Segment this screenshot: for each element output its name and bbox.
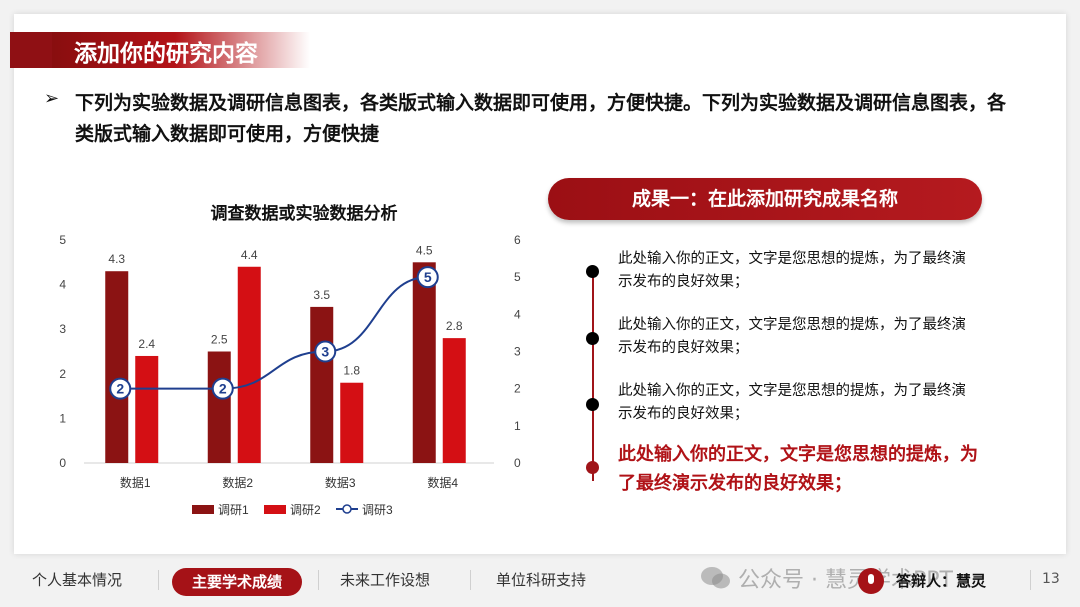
nav-item-future-plans[interactable]: 未来工作设想 — [340, 571, 431, 589]
bar-调研1 — [310, 306, 334, 463]
nav-item-unit-support[interactable]: 单位科研支持 — [496, 571, 587, 589]
bar-调研2 — [442, 338, 466, 463]
bar-调研2 — [135, 355, 159, 463]
legend-swatch — [192, 505, 214, 514]
bar-data-label: 4.3 — [108, 252, 125, 266]
line-point-调研3 — [314, 340, 337, 363]
y-right-tick-label: 1 — [514, 419, 521, 433]
nav-separator — [318, 570, 319, 590]
timeline-dot — [586, 398, 599, 411]
line-point-label: 2 — [219, 381, 227, 397]
result-item-2: 此处输入你的正文，文字是您思想的提炼，为了最终演示发布的良好效果； — [618, 317, 966, 356]
legend-label: 调研1 — [218, 503, 249, 517]
nav-separator — [158, 570, 159, 590]
result-item-1: 此处输入你的正文，文字是您思想的提炼，为了最终演示发布的良好效果； — [618, 251, 966, 290]
line-point-调研3 — [211, 377, 234, 400]
y-left-tick-label: 4 — [59, 278, 66, 292]
legend-swatch — [264, 505, 286, 514]
y-left-tick-label: 0 — [59, 456, 66, 470]
result-title: 成果一：在此添加研究成果名称 — [548, 178, 982, 220]
y-left-tick-label: 5 — [59, 233, 66, 247]
chart-title: 调查数据或实验数据分析 — [210, 204, 398, 224]
wechat-icon — [701, 567, 730, 589]
timeline-dot — [586, 265, 599, 278]
line-point-调研3 — [416, 266, 439, 289]
legend-label: 调研3 — [362, 503, 393, 517]
x-tick-label: 数据3 — [325, 475, 356, 490]
nav-separator — [470, 570, 471, 590]
result-item-3: 此处输入你的正文，文字是您思想的提炼，为了最终演示发布的良好效果； — [618, 383, 966, 422]
bar-data-label: 3.5 — [313, 288, 330, 302]
watermark-text: 公众号 · 慧灵学术PPT — [738, 568, 953, 593]
y-right-tick-label: 0 — [514, 456, 521, 470]
y-right-tick-label: 4 — [514, 307, 521, 321]
y-left-tick-label: 2 — [59, 367, 66, 381]
nav-separator — [1030, 570, 1031, 590]
defender-label: 答辩人：慧灵 — [896, 572, 987, 590]
result-highlight: 此处输入你的正文，文字是您思想的提炼，为了最终演示发布的良好效果； — [618, 444, 978, 494]
line-point-label: 2 — [116, 381, 124, 397]
page-title: 添加你的研究内容 — [74, 41, 258, 67]
title-bar — [10, 32, 310, 68]
bar-调研1 — [412, 262, 436, 463]
y-right-tick-label: 5 — [514, 270, 521, 284]
y-left-tick-label: 1 — [59, 411, 66, 425]
bar-data-label: 2.5 — [211, 333, 228, 347]
bullet-text: 下列为实验数据及调研信息图表，各类版式输入数据即可使用，方便快捷。下列为实验数据… — [75, 92, 1007, 145]
bar-data-label: 1.8 — [343, 364, 360, 378]
nav-item-personal-info[interactable]: 个人基本情况 — [32, 571, 123, 589]
x-tick-label: 数据4 — [427, 475, 458, 490]
bar-data-label: 4.5 — [416, 243, 433, 257]
x-tick-label: 数据2 — [222, 475, 253, 490]
timeline-dot — [586, 332, 599, 345]
bar-调研1 — [105, 271, 129, 463]
bar-调研2 — [340, 382, 364, 463]
bar-调研1 — [207, 351, 231, 463]
y-left-tick-label: 3 — [59, 322, 66, 336]
bar-data-label: 2.8 — [446, 319, 463, 333]
y-right-tick-label: 3 — [514, 345, 521, 359]
timeline-dot-highlight — [586, 461, 599, 474]
timeline-line — [592, 276, 594, 481]
line-调研3 — [120, 276, 428, 390]
legend-label: 调研2 — [290, 503, 321, 517]
slide-canvas: 添加你的研究内容 ➢ 下列为实验数据及调研信息图表，各类版式输入数据即可使用，方… — [10, 14, 1066, 554]
arrow-bullet-icon: ➢ — [44, 88, 60, 109]
line-point-label: 3 — [321, 344, 329, 360]
nav-item-academic-achievements[interactable]: 主要学术成绩 — [172, 568, 302, 596]
bar-data-label: 2.4 — [138, 337, 155, 351]
y-right-tick-label: 2 — [514, 382, 521, 396]
bar-data-label: 4.4 — [241, 248, 258, 262]
legend-marker — [342, 504, 352, 514]
bar-调研2 — [237, 266, 261, 463]
line-point-调研3 — [109, 377, 132, 400]
page-number: 13 — [1042, 571, 1060, 587]
combo-chart: 0 1 2 3 4 5 0 1 2 3 4 5 6 4.3 2.4 数据1 2.5 4.4 数据2 3.5 1.8 数据3… — [59, 233, 521, 517]
line-point-label: 5 — [424, 269, 432, 285]
y-right-tick-label: 6 — [514, 233, 521, 247]
microphone-icon — [858, 568, 884, 594]
x-tick-label: 数据1 — [120, 475, 151, 490]
footer-nav: 个人基本情况 主要学术成绩 未来工作设想 单位科研支持 公众号 · 慧灵学术PP… — [0, 556, 1080, 607]
